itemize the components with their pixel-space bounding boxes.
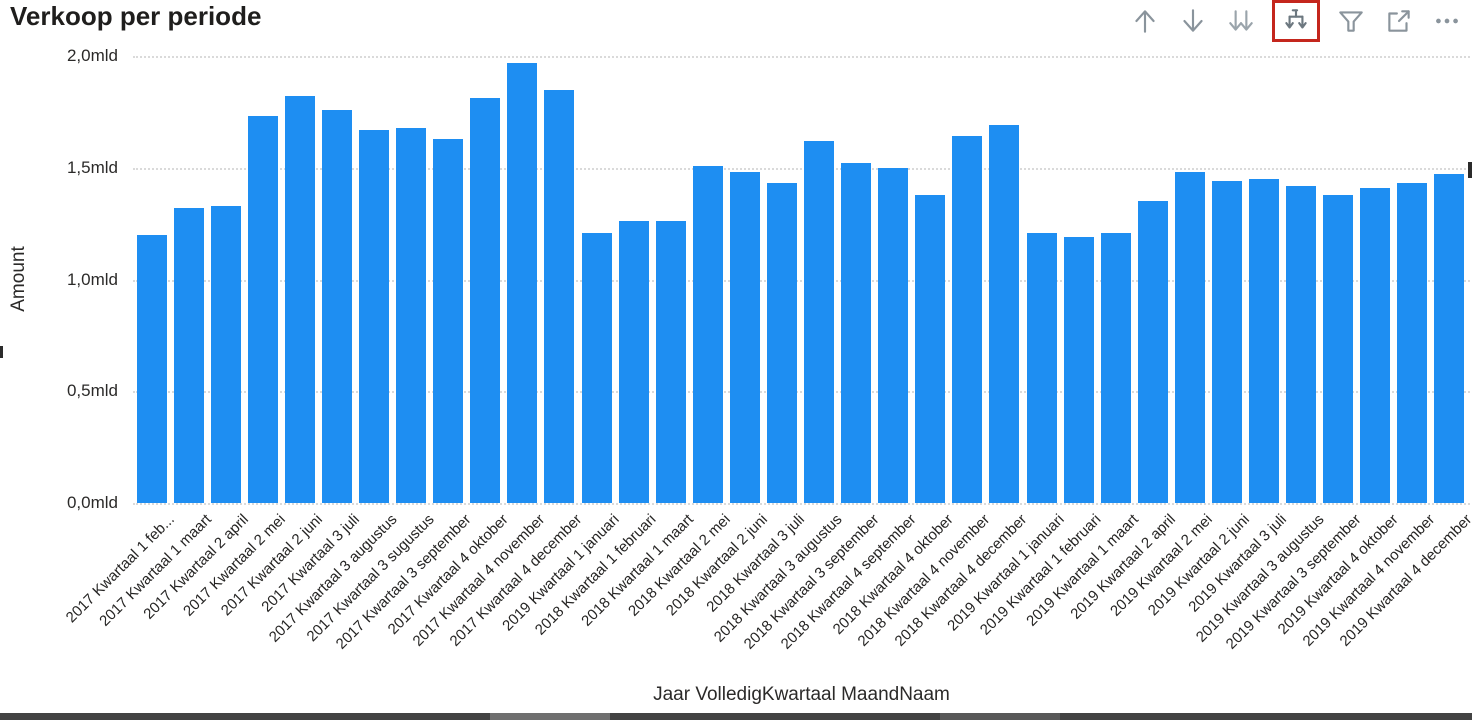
go-to-next-level-icon[interactable] xyxy=(1224,4,1258,38)
bar[interactable] xyxy=(581,232,612,503)
bar[interactable] xyxy=(470,98,501,503)
bar[interactable] xyxy=(1360,187,1391,503)
video-progress-segment xyxy=(490,713,610,720)
bar[interactable] xyxy=(618,221,649,503)
bar[interactable] xyxy=(396,127,427,503)
visual-header-toolbar xyxy=(1128,0,1464,42)
bar[interactable] xyxy=(247,116,278,503)
y-axis-tick-label: 0,0mld xyxy=(66,493,118,512)
bar[interactable] xyxy=(1397,183,1428,503)
gridline xyxy=(133,167,1470,170)
bar[interactable] xyxy=(1249,178,1280,503)
bar[interactable] xyxy=(841,163,872,503)
drill-down-icon[interactable] xyxy=(1176,4,1210,38)
x-axis-title: Jaar VolledigKwartaal MaandNaam xyxy=(653,684,950,705)
expand-all-down-one-level-icon[interactable] xyxy=(1279,4,1313,38)
y-axis-title: Amount xyxy=(8,246,29,312)
more-options-icon[interactable] xyxy=(1430,4,1464,38)
bar[interactable] xyxy=(729,172,760,503)
video-progress-strip xyxy=(0,713,1472,720)
bar[interactable] xyxy=(507,62,538,503)
gridline xyxy=(133,503,1470,505)
bar[interactable] xyxy=(284,96,315,503)
bar[interactable] xyxy=(655,221,686,503)
bar[interactable] xyxy=(136,234,167,503)
bar[interactable] xyxy=(804,140,835,503)
bar[interactable] xyxy=(1063,237,1094,503)
bar[interactable] xyxy=(321,109,352,503)
bar[interactable] xyxy=(878,167,909,503)
bar[interactable] xyxy=(1323,194,1354,503)
filter-icon[interactable] xyxy=(1334,4,1368,38)
bar[interactable] xyxy=(210,205,241,503)
bar[interactable] xyxy=(692,165,723,503)
page-title: Verkoop per periode xyxy=(10,1,262,31)
bar[interactable] xyxy=(1434,174,1465,503)
bar[interactable] xyxy=(359,129,390,503)
drill-up-icon[interactable] xyxy=(1128,4,1162,38)
gridline xyxy=(133,56,1470,58)
bar[interactable] xyxy=(952,136,983,503)
bar[interactable] xyxy=(1026,232,1057,503)
expand-all-highlight-box xyxy=(1272,0,1320,42)
gridline xyxy=(133,391,1470,394)
bar[interactable] xyxy=(173,207,204,503)
gridline xyxy=(133,279,1470,282)
bar[interactable] xyxy=(766,183,797,503)
video-progress-segment xyxy=(940,713,1060,720)
screen-artifact xyxy=(0,346,3,358)
bar[interactable] xyxy=(433,138,464,503)
y-axis-tick-label: 2,0mld xyxy=(66,46,118,65)
bar[interactable] xyxy=(1286,185,1317,503)
bar[interactable] xyxy=(1174,172,1205,503)
bar[interactable] xyxy=(1100,232,1131,503)
bar[interactable] xyxy=(1211,181,1242,503)
screen-artifact xyxy=(1468,162,1472,178)
bar[interactable] xyxy=(989,125,1020,503)
bar[interactable] xyxy=(1137,201,1168,503)
y-axis-tick-label: 1,5mld xyxy=(66,157,118,177)
bar[interactable] xyxy=(544,89,575,503)
focus-mode-icon[interactable] xyxy=(1382,4,1416,38)
y-axis-tick-label: 1,0mld xyxy=(66,269,118,289)
y-axis-tick-label: 0,5mld xyxy=(66,381,118,401)
bar[interactable] xyxy=(915,194,946,503)
